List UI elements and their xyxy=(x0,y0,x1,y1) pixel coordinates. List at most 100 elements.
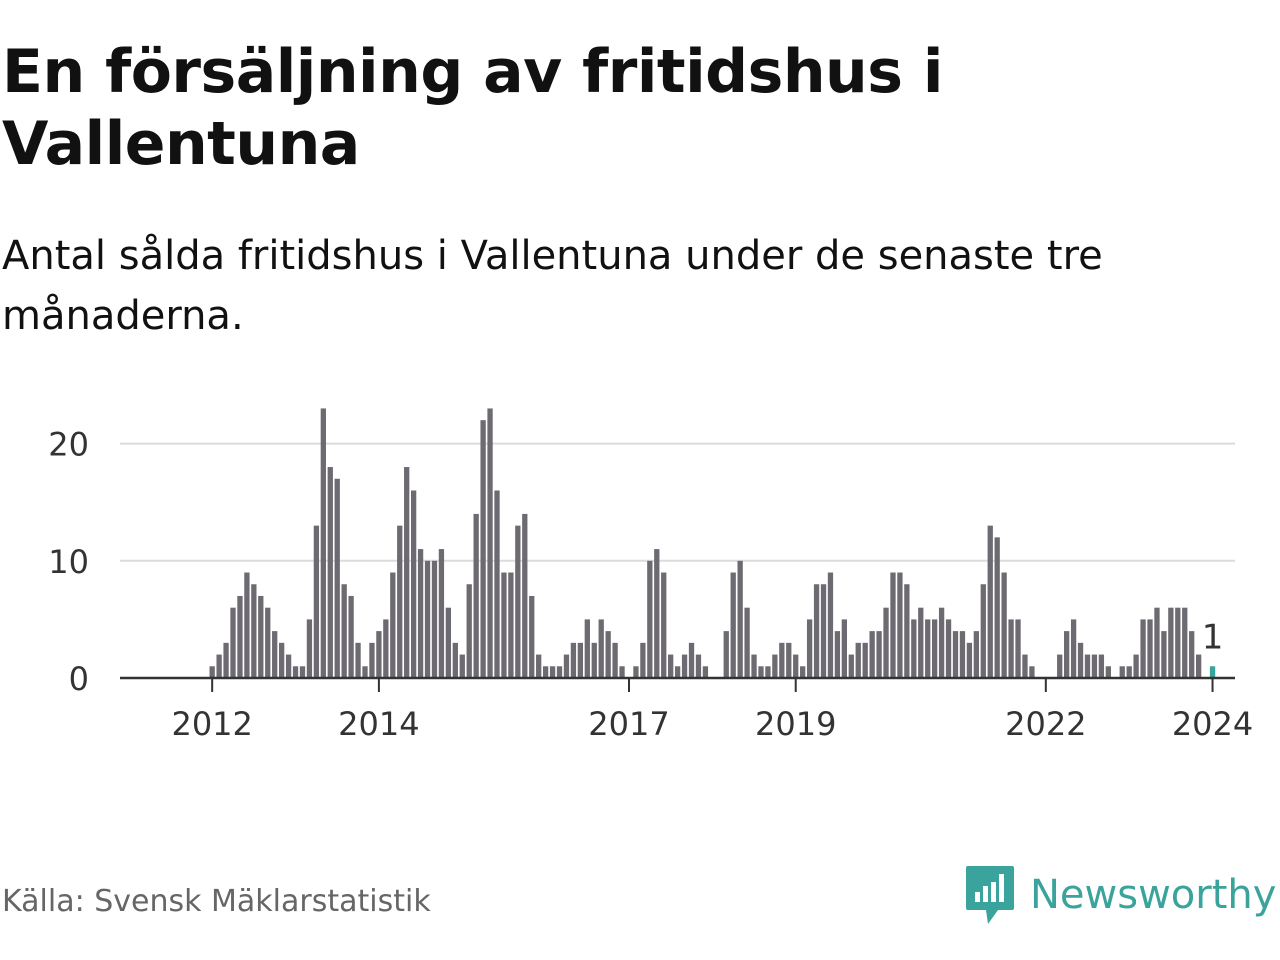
bar xyxy=(918,607,924,678)
bar xyxy=(1133,654,1139,678)
bar xyxy=(806,619,813,678)
bar xyxy=(1126,666,1132,678)
bar xyxy=(674,666,681,678)
bar xyxy=(522,513,528,678)
x-tick-label: 2017 xyxy=(588,705,669,743)
bar xyxy=(730,572,736,678)
bar xyxy=(341,584,347,678)
bar xyxy=(737,560,743,678)
bar xyxy=(1084,654,1091,678)
bar xyxy=(966,642,973,678)
bar xyxy=(362,666,368,678)
bar xyxy=(786,642,792,678)
bar xyxy=(772,654,778,678)
bar xyxy=(536,654,542,678)
bar xyxy=(1196,654,1202,678)
bar xyxy=(744,607,750,678)
bar xyxy=(612,642,618,678)
bar xyxy=(480,420,486,678)
bar xyxy=(299,666,306,678)
bar xyxy=(237,595,243,678)
bar xyxy=(452,642,458,678)
bar xyxy=(563,654,570,678)
bar xyxy=(633,666,639,678)
bar xyxy=(383,619,389,678)
bar xyxy=(904,584,910,678)
bar xyxy=(278,642,285,678)
bar xyxy=(445,607,452,678)
bar xyxy=(320,408,326,678)
bar xyxy=(661,572,667,678)
bar xyxy=(327,467,333,678)
bar xyxy=(313,525,320,678)
bar xyxy=(487,408,493,678)
bar xyxy=(938,607,945,678)
bar xyxy=(793,654,799,678)
bar xyxy=(334,478,340,678)
bar xyxy=(911,619,917,678)
bar-chart: 0 10 20 2012 2014 2017 2019 2022 2024 1 xyxy=(48,408,1253,743)
bar xyxy=(862,642,868,678)
bar xyxy=(952,631,959,678)
newsworthy-logo-icon xyxy=(966,866,1014,924)
bar xyxy=(570,642,577,678)
x-tick-label: 2014 xyxy=(338,705,419,743)
bar xyxy=(897,572,903,678)
bar xyxy=(508,572,514,678)
bar xyxy=(1077,642,1084,678)
bar xyxy=(654,549,660,678)
bar xyxy=(883,607,889,678)
bar xyxy=(369,642,375,678)
bar xyxy=(959,631,966,678)
bar xyxy=(1098,654,1105,678)
bar xyxy=(1057,654,1063,678)
bar xyxy=(758,666,764,678)
bar xyxy=(494,490,500,678)
bar xyxy=(1175,607,1181,678)
bar xyxy=(529,595,535,678)
bar xyxy=(925,619,931,678)
x-tick-label: 2022 xyxy=(1005,705,1086,743)
x-tick-label: 2024 xyxy=(1172,705,1253,743)
bar xyxy=(216,654,222,678)
bar xyxy=(1119,666,1125,678)
bar xyxy=(1105,666,1111,678)
brand-name: Newsworthy xyxy=(1030,872,1277,918)
bar xyxy=(932,619,938,678)
bar-annotation: 1 xyxy=(1202,617,1224,657)
bar xyxy=(598,619,604,678)
bar-latest xyxy=(1209,666,1216,678)
bar xyxy=(848,654,854,678)
bar xyxy=(973,631,979,678)
y-tick-label: 20 xyxy=(48,426,89,464)
bar xyxy=(619,666,625,678)
bar xyxy=(258,595,264,678)
bar xyxy=(1070,619,1077,678)
bar xyxy=(306,619,313,678)
bar xyxy=(723,631,729,678)
bar xyxy=(813,584,820,678)
bar xyxy=(876,631,882,678)
bar xyxy=(820,584,827,678)
bar xyxy=(390,572,396,678)
bar xyxy=(410,490,417,678)
y-tick-label: 0 xyxy=(69,660,89,698)
bar xyxy=(647,560,653,678)
bar xyxy=(417,549,424,678)
bar xyxy=(376,631,382,678)
bar xyxy=(1022,654,1028,678)
bar xyxy=(230,607,236,678)
bar xyxy=(1182,607,1188,678)
bar xyxy=(1091,654,1098,678)
source-note: Källa: Svensk Mäklarstatistik xyxy=(2,884,431,919)
bar xyxy=(265,607,271,678)
bar xyxy=(348,595,354,678)
bar xyxy=(640,642,646,678)
bar xyxy=(515,525,521,678)
bar xyxy=(542,666,549,678)
bar xyxy=(223,642,229,678)
bar xyxy=(869,631,875,678)
bar xyxy=(424,560,431,678)
bar xyxy=(404,467,410,678)
bar xyxy=(591,642,597,678)
